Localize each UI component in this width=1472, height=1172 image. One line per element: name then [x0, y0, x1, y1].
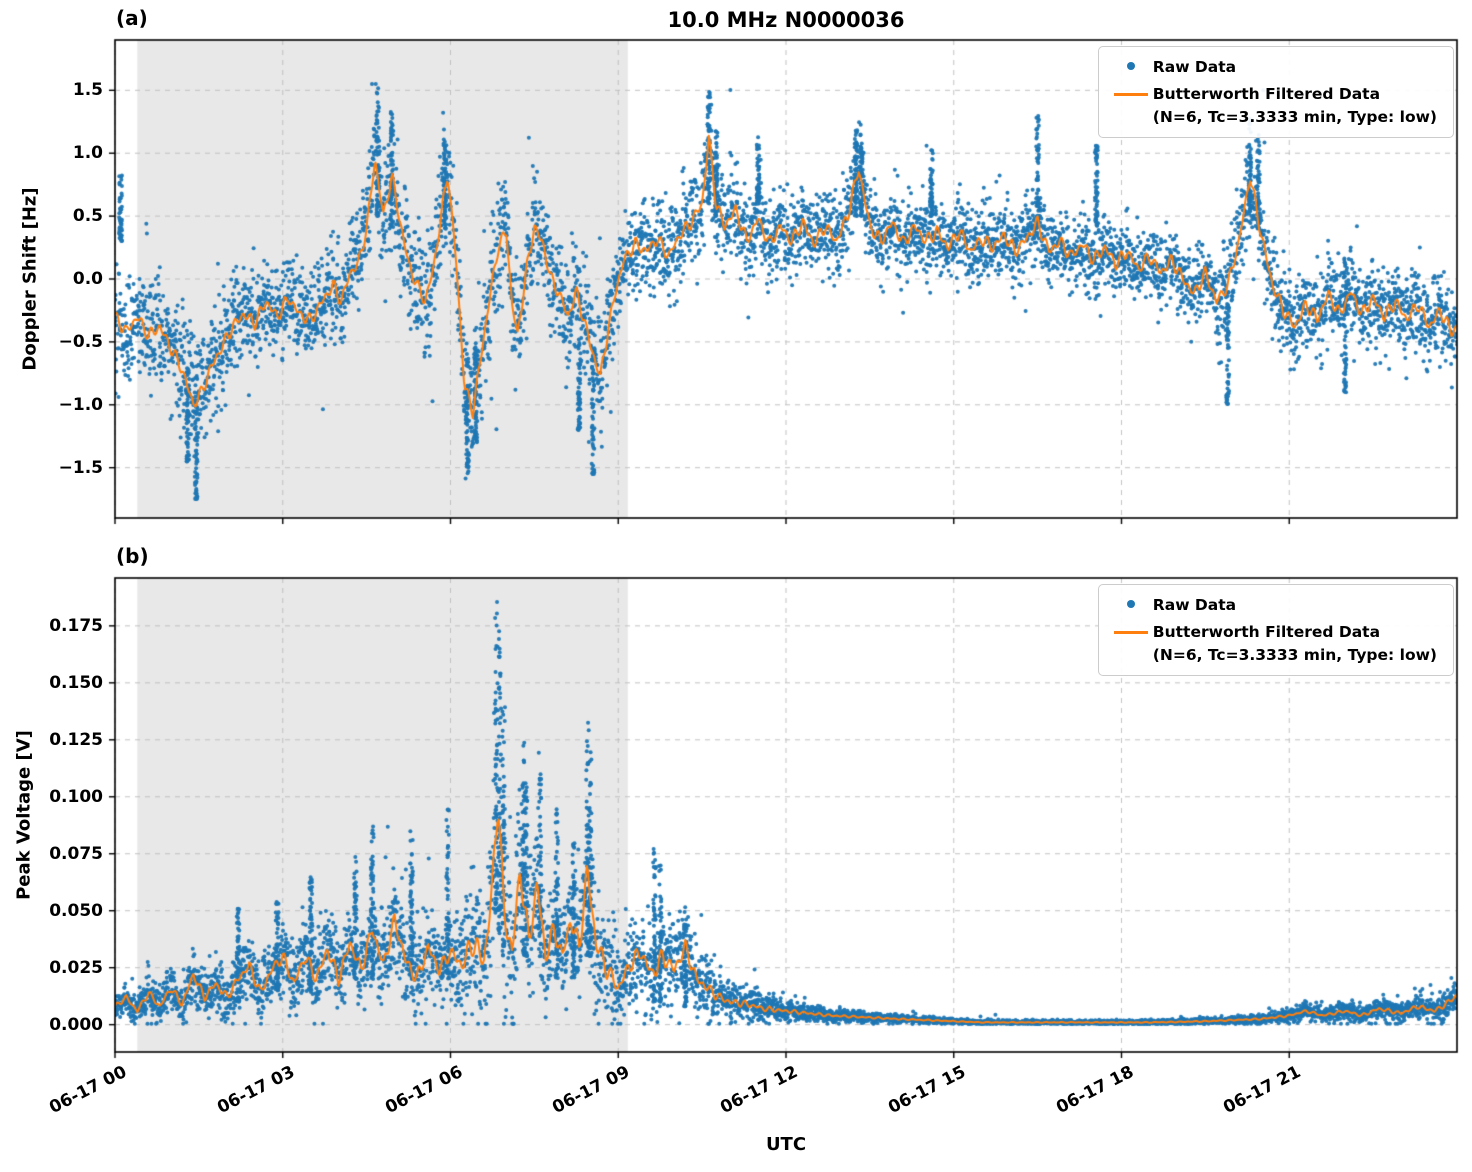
y-tick-label-b: 0.175: [49, 615, 103, 636]
y-tick-label-b: 0.150: [49, 672, 103, 693]
y-tick-label-b: 0.125: [49, 729, 103, 750]
y-tick-label-b: 0.000: [49, 1014, 103, 1035]
filtered-line-marker-icon: [1113, 631, 1148, 635]
figure-title: 10.0 MHz N0000036: [667, 8, 905, 32]
y-tick-label-a: −0.5: [58, 331, 103, 352]
legend-filtered-label: Butterworth Filtered Data: [1152, 623, 1381, 642]
legend-panel-b: Raw Data Butterworth Filtered Data (N=6,…: [1097, 584, 1454, 677]
legend-filtered-label: Butterworth Filtered Data: [1152, 85, 1381, 104]
y-tick-label-a: 0.5: [72, 206, 103, 227]
y-tick-label-a: −1.0: [58, 394, 103, 415]
legend-entry-raw: Raw Data: [1109, 594, 1437, 616]
legend-raw-label: Raw Data: [1152, 58, 1237, 76]
y-tick-label-a: −1.5: [58, 457, 103, 478]
y-tick-label-b: 0.025: [49, 957, 103, 978]
legend-entry-raw: Raw Data: [1109, 56, 1437, 78]
y-axis-label-doppler-shift: Doppler Shift [Hz]: [19, 187, 41, 371]
filtered-line-marker-icon: [1113, 93, 1148, 97]
legend-raw-label: Raw Data: [1152, 596, 1237, 614]
legend-filtered-params: (N=6, Tc=3.3333 min, Type: low): [1152, 645, 1437, 664]
y-tick-label-a: 1.5: [72, 80, 103, 101]
panel-b-label: (b): [116, 544, 149, 568]
y-tick-label-a: 1.0: [72, 143, 103, 164]
raw-data-marker-icon: [1126, 62, 1135, 70]
raw-data-marker-icon: [1126, 600, 1135, 608]
legend-entry-filtered: Butterworth Filtered Data (N=6, Tc=3.333…: [1109, 621, 1437, 666]
legend-filtered-params: (N=6, Tc=3.3333 min, Type: low): [1152, 107, 1437, 126]
x-axis-label-utc: UTC: [765, 1134, 807, 1155]
legend-panel-a: Raw Data Butterworth Filtered Data (N=6,…: [1097, 46, 1454, 139]
y-tick-label-b: 0.050: [49, 900, 103, 921]
y-tick-label-b: 0.075: [49, 843, 103, 864]
y-tick-label-a: 0.0: [72, 269, 103, 289]
legend-entry-filtered: Butterworth Filtered Data (N=6, Tc=3.333…: [1109, 83, 1437, 128]
panel-a-label: (a): [116, 6, 148, 30]
y-axis-label-peak-voltage: Peak Voltage [V]: [13, 730, 35, 900]
y-tick-label-b: 0.100: [49, 786, 103, 807]
